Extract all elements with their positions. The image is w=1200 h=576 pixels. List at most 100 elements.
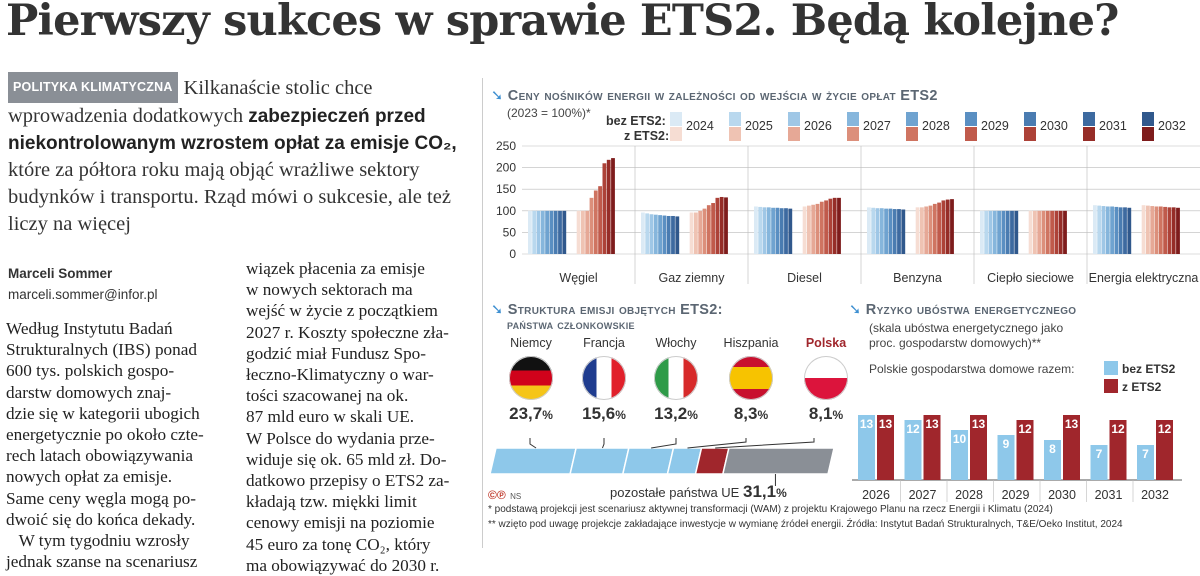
bar-bez-ets2 xyxy=(675,216,680,254)
bar-z-ets2 xyxy=(698,210,703,254)
legend-bez-label: bez ETS2: xyxy=(606,114,666,128)
share-value: 23,7% xyxy=(509,404,553,423)
country-name: Polska xyxy=(805,336,847,350)
bar-bez-ets2 xyxy=(1110,206,1114,254)
bar-bez-ets2 xyxy=(1137,445,1154,480)
chart3-title: ➘ Ryzyko ubóstwa energetycznego xyxy=(849,302,1076,318)
bar-z-ets2 xyxy=(915,207,920,254)
value-label: 13 xyxy=(1065,417,1079,431)
bar-bez-ets2 xyxy=(1014,210,1019,254)
chart2-title-2: państwa członkowskie xyxy=(507,318,635,332)
bar-bez-ets2 xyxy=(645,213,650,254)
legend-year: 2026 xyxy=(804,119,832,133)
legend-bez-swatch xyxy=(1104,361,1118,375)
footnote-2: ** wzięto pod uwagę projekcje zakładając… xyxy=(488,519,1123,530)
bar-bez-ets2 xyxy=(649,214,654,254)
bar-bez-ets2 xyxy=(532,210,537,254)
bar-bez-ets2 xyxy=(671,215,675,254)
legend-swatch-z xyxy=(1142,127,1154,141)
bar-z-ets2 xyxy=(611,158,615,254)
legend-swatch-bez xyxy=(906,112,918,126)
flag-icon xyxy=(582,356,626,400)
bar-bez-ets2 xyxy=(984,210,989,254)
share-value: 8,3% xyxy=(733,404,769,423)
legend-year: 2032 xyxy=(1158,119,1186,133)
bar-z-ets2 xyxy=(832,197,837,254)
bar-z-ets2 xyxy=(811,204,816,254)
legend-year: 2029 xyxy=(981,119,1009,133)
bar-bez-ets2 xyxy=(888,208,893,254)
value-label: 8 xyxy=(1049,442,1056,456)
bar-z-ets2 xyxy=(724,197,728,254)
flag-icon xyxy=(729,356,773,400)
bar-bez-ets2 xyxy=(1044,440,1061,480)
year-label: 2028 xyxy=(955,488,983,502)
bar-bez-ets2 xyxy=(1097,205,1102,254)
copyright-icon: ©℗ xyxy=(488,488,506,502)
bar-bez-ets2 xyxy=(997,435,1015,480)
bar-z-ets2 xyxy=(719,196,724,254)
share-segment xyxy=(621,447,675,475)
bar-z-ets2 xyxy=(602,163,607,254)
bar-z-ets2 xyxy=(585,210,590,254)
chart3-legend-intro: Polskie gospodarstwa domowe razem: xyxy=(869,362,1075,376)
share-segment xyxy=(721,447,835,475)
bar-z-ets2 xyxy=(928,205,933,254)
arrow-icon: ➘ xyxy=(849,302,862,318)
chart1-title-text: Ceny nośników energii w zależności od we… xyxy=(507,88,938,104)
bar-z-ets2 xyxy=(923,415,941,480)
bar-bez-ets2 xyxy=(545,210,549,254)
share-value: 15,6% xyxy=(582,404,626,423)
bar-z-ets2 xyxy=(932,203,937,254)
emission-structure-band xyxy=(489,438,835,486)
country-name: Niemcy xyxy=(510,336,552,350)
bar-bez-ets2 xyxy=(762,207,767,254)
bar-bez-ets2 xyxy=(562,210,567,254)
bar-z-ets2 xyxy=(689,212,694,254)
legend-swatch-bez xyxy=(670,112,682,126)
legend-swatch-z xyxy=(906,127,918,141)
value-label: 7 xyxy=(1142,447,1149,461)
bar-bez-ets2 xyxy=(766,207,771,254)
rest-label: pozostałe państwa UE xyxy=(610,485,740,500)
lede: POLITYKA KLIMATYCZNA Kilkanaście stolic c… xyxy=(8,72,463,238)
legend-swatch-bez xyxy=(965,112,977,126)
country-name: Hiszpania xyxy=(723,336,779,350)
bar-z-ets2 xyxy=(819,201,824,254)
bar-z-ets2 xyxy=(694,212,698,254)
bar-z-ets2 xyxy=(815,203,820,254)
connector-line xyxy=(651,438,677,449)
section-tag: POLITYKA KLIMATYCZNA xyxy=(8,72,178,103)
bar-z-ets2 xyxy=(837,197,841,254)
author-email[interactable]: marceli.sommer@infor.pl xyxy=(8,287,158,302)
chart1-title: ➘ Ceny nośników energii w zależności od … xyxy=(491,88,938,104)
bar-bez-ets2 xyxy=(867,207,871,254)
value-label: 13 xyxy=(860,417,874,431)
chart3-subtitle: (skala ubóstwa energetycznego jako proc.… xyxy=(869,321,1064,350)
bar-bez-ets2 xyxy=(997,210,1001,254)
article-column-2: wiązek płacenia za emisje w nowych sekto… xyxy=(246,259,450,575)
legend-z-swatch xyxy=(1104,379,1118,393)
legend-swatch-bez xyxy=(729,112,741,126)
legend-year: 2030 xyxy=(1040,119,1068,133)
value-label: 12 xyxy=(1158,422,1172,436)
bar-bez-ets2 xyxy=(871,207,876,254)
column-divider xyxy=(482,78,483,548)
bar-bez-ets2 xyxy=(653,214,658,254)
share-value: 8,1% xyxy=(808,404,844,423)
connector-line xyxy=(529,438,537,449)
bar-bez-ets2 xyxy=(1001,210,1006,254)
category-label: Węgiel xyxy=(559,271,597,285)
bar-z-ets2 xyxy=(589,197,594,254)
bar-bez-ets2 xyxy=(784,208,788,254)
bar-z-ets2 xyxy=(824,200,828,254)
bar-bez-ets2 xyxy=(1010,210,1014,254)
rest-value: 31,1% xyxy=(742,482,787,501)
bar-z-ets2 xyxy=(1016,420,1034,480)
bar-z-ets2 xyxy=(950,199,954,254)
footnote-1: * podstawą projekcji jest scenariusz akt… xyxy=(488,504,1053,515)
bar-z-ets2 xyxy=(1033,210,1037,254)
bar-bez-ets2 xyxy=(662,215,667,254)
legend-year: 2027 xyxy=(863,119,891,133)
bar-z-ets2 xyxy=(711,203,715,254)
